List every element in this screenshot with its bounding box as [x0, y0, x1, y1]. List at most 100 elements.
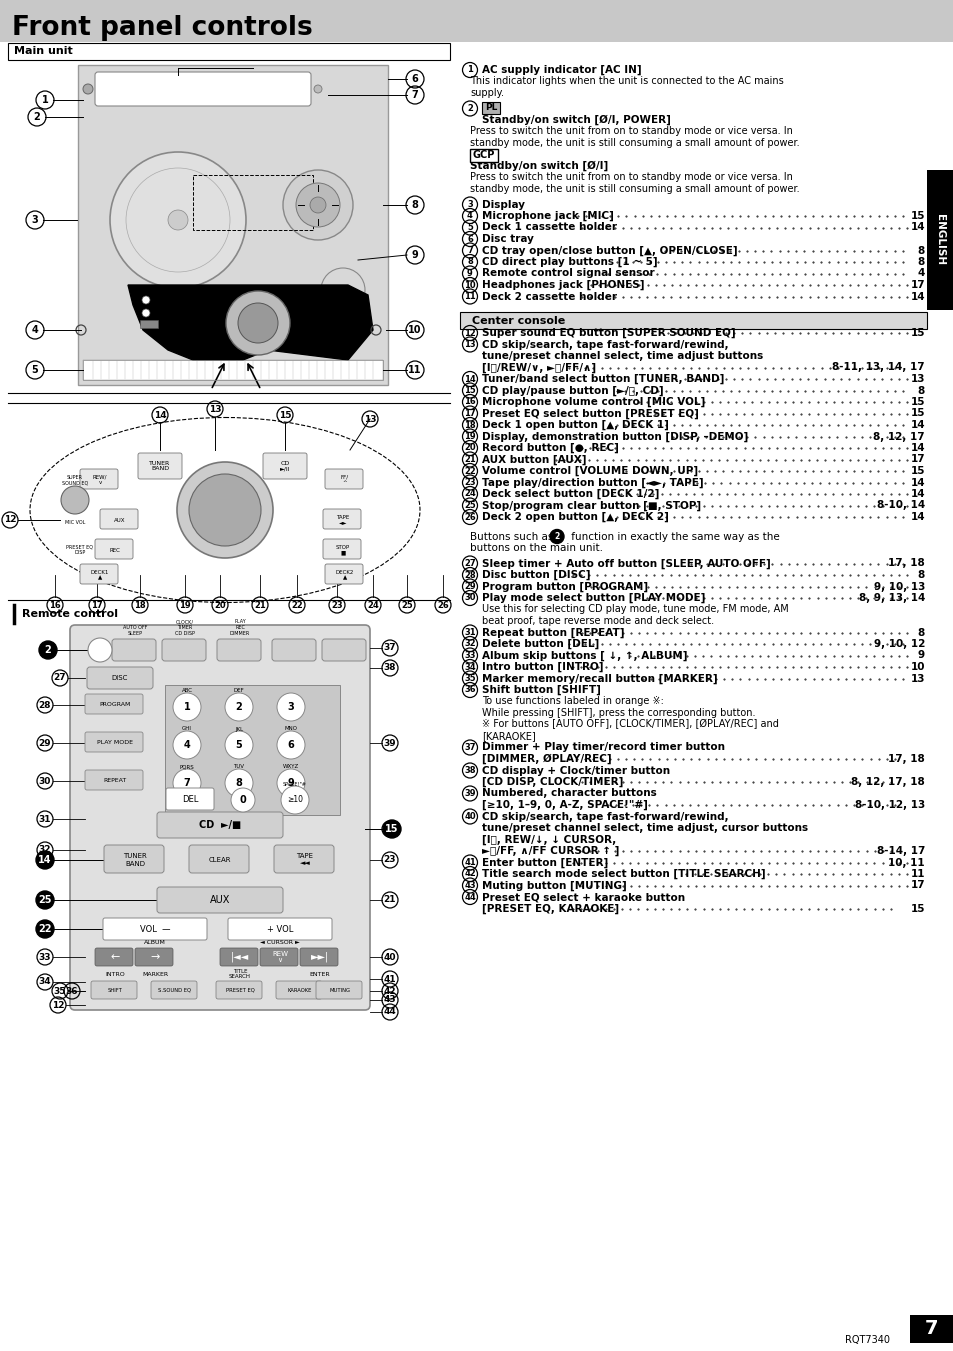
Text: 31: 31: [464, 628, 476, 638]
Text: 36: 36: [464, 685, 476, 694]
Text: 24: 24: [367, 600, 378, 609]
Text: 9: 9: [287, 778, 294, 788]
Circle shape: [172, 693, 201, 721]
Text: Microphone volume control [MIC VOL]: Microphone volume control [MIC VOL]: [481, 397, 708, 407]
Text: standby mode, the unit is still consuming a small amount of power.: standby mode, the unit is still consumin…: [470, 138, 799, 149]
Text: 22: 22: [291, 600, 302, 609]
Text: 15: 15: [278, 411, 291, 420]
Text: SUPER
SOUND EQ: SUPER SOUND EQ: [62, 474, 88, 485]
Text: 2: 2: [45, 644, 51, 655]
Text: SHIFT: SHIFT: [108, 988, 122, 993]
Text: 38: 38: [383, 663, 395, 673]
Text: Shift button [SHIFT]: Shift button [SHIFT]: [481, 685, 600, 696]
Bar: [0, 0, 953, 42]
Text: 24: 24: [464, 489, 476, 499]
Text: TITLE
SEARCH: TITLE SEARCH: [229, 969, 251, 979]
Text: 11: 11: [408, 365, 421, 376]
Text: Play mode select button [PLAY MODE]: Play mode select button [PLAY MODE]: [481, 593, 708, 603]
Text: 14: 14: [909, 443, 924, 453]
Text: 17: 17: [909, 881, 924, 890]
FancyBboxPatch shape: [274, 844, 334, 873]
Text: 3: 3: [287, 703, 294, 712]
Text: To use functions labeled in orange ※:: To use functions labeled in orange ※:: [481, 697, 663, 707]
Circle shape: [142, 296, 150, 304]
Text: 8-10, 12, 13: 8-10, 12, 13: [854, 800, 924, 811]
Text: MIC VOL: MIC VOL: [65, 520, 85, 524]
Text: 17: 17: [909, 280, 924, 290]
Text: REPEAT: REPEAT: [103, 778, 127, 784]
Bar: [78, 65, 388, 385]
Text: 10: 10: [408, 326, 421, 335]
Text: 14: 14: [909, 292, 924, 301]
Text: Tuner/band select button [TUNER, BAND]: Tuner/band select button [TUNER, BAND]: [481, 374, 727, 384]
Circle shape: [172, 769, 201, 797]
Text: 27: 27: [53, 674, 67, 682]
Text: DEL: DEL: [182, 796, 198, 804]
Text: 8-14, 17: 8-14, 17: [876, 846, 924, 857]
Circle shape: [226, 290, 290, 355]
Text: 30: 30: [39, 777, 51, 785]
Text: 31: 31: [39, 815, 51, 824]
Text: 10: 10: [909, 662, 924, 671]
Text: 8: 8: [917, 627, 924, 638]
Text: 10, 11: 10, 11: [887, 858, 924, 867]
Text: Microphone jack [MIC]: Microphone jack [MIC]: [481, 211, 617, 222]
Text: 21: 21: [253, 600, 266, 609]
Text: supply.: supply.: [470, 88, 503, 99]
FancyBboxPatch shape: [220, 948, 257, 966]
Text: 8: 8: [467, 258, 473, 266]
Text: CLEAR: CLEAR: [209, 857, 231, 863]
Text: 8: 8: [917, 570, 924, 580]
Text: Numbered, character buttons: Numbered, character buttons: [481, 789, 656, 798]
Text: 42: 42: [383, 986, 395, 996]
Text: 20: 20: [214, 600, 226, 609]
FancyBboxPatch shape: [272, 639, 315, 661]
Bar: [926, 170, 953, 309]
FancyBboxPatch shape: [138, 453, 182, 480]
Text: MNO: MNO: [284, 727, 297, 731]
Text: 2: 2: [235, 703, 242, 712]
Text: Delete button [DEL]: Delete button [DEL]: [481, 639, 602, 648]
Text: REW
∨: REW ∨: [272, 951, 288, 963]
Circle shape: [88, 638, 112, 662]
Text: 18: 18: [464, 420, 476, 430]
Text: Preset EQ select button [PRESET EQ]: Preset EQ select button [PRESET EQ]: [481, 408, 701, 419]
Circle shape: [36, 920, 54, 938]
Text: ENGLISH: ENGLISH: [935, 215, 944, 266]
Text: S.SOUND EQ: S.SOUND EQ: [158, 988, 192, 993]
Text: 8-10, 14: 8-10, 14: [876, 500, 924, 511]
Text: Standby/on switch [Ø/I, POWER]: Standby/on switch [Ø/I, POWER]: [481, 115, 670, 126]
FancyBboxPatch shape: [95, 72, 311, 105]
FancyBboxPatch shape: [315, 981, 361, 998]
Text: 25: 25: [38, 894, 51, 905]
Text: Display: Display: [481, 200, 524, 209]
Text: tune/preset channel select, time adjust, cursor buttons: tune/preset channel select, time adjust,…: [481, 823, 807, 834]
Text: 15: 15: [909, 408, 924, 419]
Text: Program button [PROGRAM]: Program button [PROGRAM]: [481, 581, 651, 592]
Text: 13: 13: [464, 340, 476, 349]
Text: PLAY
REC
DIMMER: PLAY REC DIMMER: [230, 619, 250, 636]
Text: 12: 12: [464, 328, 476, 338]
Text: 37: 37: [464, 743, 476, 753]
Text: 7: 7: [411, 91, 418, 100]
Text: 22: 22: [38, 924, 51, 934]
Text: VOL  —: VOL —: [139, 924, 170, 934]
Text: CD
►/II: CD ►/II: [279, 461, 290, 471]
Text: 9: 9: [411, 250, 418, 259]
Text: 8-11, 13, 14, 17: 8-11, 13, 14, 17: [832, 362, 924, 373]
Text: 14: 14: [464, 374, 476, 384]
Text: 18: 18: [134, 600, 146, 609]
Text: Disc button [DISC]: Disc button [DISC]: [481, 570, 594, 580]
Text: 5: 5: [235, 740, 242, 750]
Text: 19: 19: [464, 432, 476, 440]
Text: 21: 21: [383, 896, 395, 905]
Text: CD  ►/■: CD ►/■: [198, 820, 241, 830]
Circle shape: [39, 640, 57, 659]
Bar: [459, 312, 926, 330]
Circle shape: [276, 693, 305, 721]
Text: 3: 3: [31, 215, 38, 226]
Text: 23: 23: [331, 600, 342, 609]
Text: 8, 12, 17, 18: 8, 12, 17, 18: [850, 777, 924, 788]
FancyBboxPatch shape: [95, 948, 132, 966]
Text: TUNER
BAND: TUNER BAND: [123, 854, 147, 866]
